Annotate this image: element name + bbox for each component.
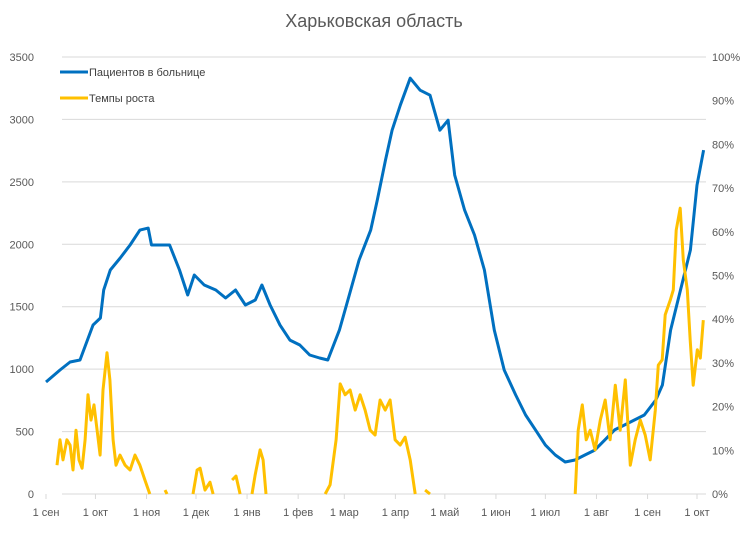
- y2-tick-label: 80%: [712, 139, 734, 151]
- legend-label-growth: Темпы роста: [89, 93, 155, 105]
- y2-tick-label: 40%: [712, 314, 734, 326]
- chart-title: Харьковская область: [285, 11, 463, 31]
- legend: Пациентов в больнице Темпы роста: [60, 67, 205, 105]
- x-tick-label: 1 мар: [330, 507, 359, 519]
- x-tick-label: 1 авг: [584, 507, 609, 519]
- y2-tick-label: 30%: [712, 358, 734, 370]
- y-tick-label: 500: [16, 427, 34, 439]
- y-axis-right: 0% 10% 20% 30% 40% 50% 60% 70% 80% 90% 100%: [712, 52, 740, 501]
- y2-tick-label: 20%: [712, 402, 734, 414]
- x-tick-label: 1 сен: [33, 507, 60, 519]
- y2-tick-label: 100%: [712, 52, 740, 64]
- x-tick-label: 1 дек: [183, 507, 210, 519]
- x-tick-label: 1 апр: [382, 507, 409, 519]
- x-tick-label: 1 сен: [634, 507, 661, 519]
- y-tick-label: 2500: [10, 177, 34, 189]
- x-tick-label: 1 фев: [283, 507, 313, 519]
- x-tick-label: 1 май: [430, 507, 459, 519]
- series-line-growth-rate: [191, 466, 215, 495]
- series-line-growth-rate: [424, 488, 431, 496]
- series-line-growth-rate: [163, 489, 169, 495]
- y-tick-label: 1000: [10, 364, 34, 376]
- x-axis: 1 сен 1 окт 1 ноя 1 дек 1 янв 1 фев 1 мар 1 апр…: [33, 494, 710, 519]
- y-tick-label: 0: [28, 489, 34, 501]
- series-line-growth-rate: [231, 474, 242, 495]
- x-tick-label: 1 янв: [234, 507, 261, 519]
- y2-tick-label: 10%: [712, 445, 734, 457]
- legend-label-patients: Пациентов в больнице: [89, 67, 205, 79]
- series-line-growth-rate: [250, 448, 268, 495]
- y2-tick-label: 60%: [712, 227, 734, 239]
- x-tick-label: 1 июн: [481, 507, 511, 519]
- series-line-growth-rate: [55, 351, 152, 495]
- x-tick-label: 1 окт: [684, 507, 709, 519]
- y-axis-left: 0 500 1000 1500 2000 2500 3000 3500: [10, 52, 34, 501]
- series-line-growth-rate: [573, 206, 705, 495]
- plot-area: [45, 76, 706, 496]
- y2-tick-label: 70%: [712, 183, 734, 195]
- x-tick-label: 1 окт: [83, 507, 108, 519]
- x-tick-label: 1 ноя: [133, 507, 160, 519]
- y2-tick-label: 0%: [712, 489, 728, 501]
- y2-tick-label: 50%: [712, 271, 734, 283]
- y-tick-label: 2000: [10, 239, 34, 251]
- y-tick-label: 1500: [10, 302, 34, 314]
- y-tick-label: 3000: [10, 114, 34, 126]
- y-tick-label: 3500: [10, 52, 34, 64]
- series-line-growth-rate: [323, 382, 417, 495]
- y2-tick-label: 90%: [712, 96, 734, 108]
- x-tick-label: 1 июл: [530, 507, 560, 519]
